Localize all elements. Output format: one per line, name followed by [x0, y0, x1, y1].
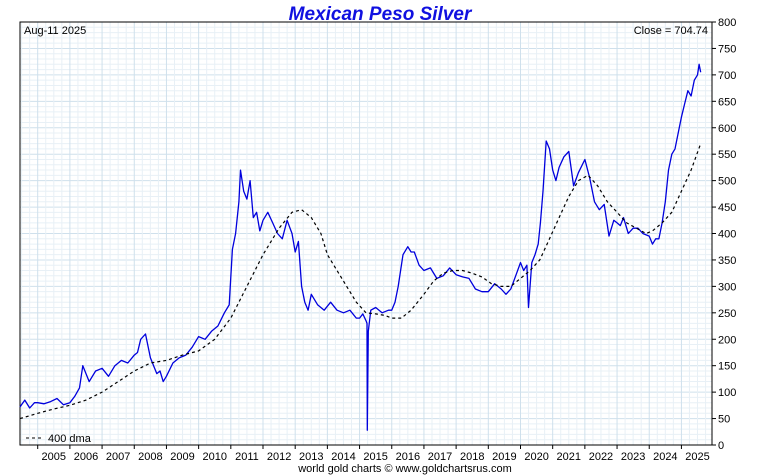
y-tick-label: 150 [718, 361, 736, 373]
y-tick-label: 500 [718, 176, 736, 188]
y-tick-label: 650 [718, 96, 736, 108]
y-tick-label: 200 [718, 334, 736, 346]
y-tick-label: 600 [718, 123, 736, 135]
y-tick-label: 750 [718, 43, 736, 55]
x-tick-label: 2018 [460, 451, 484, 463]
x-tick-label: 2023 [621, 451, 645, 463]
y-tick-label: 700 [718, 70, 736, 82]
legend-label-400dma: 400 dma [48, 433, 92, 445]
chart-title: Mexican Peso Silver [289, 4, 473, 25]
y-tick-label: 800 [718, 17, 736, 29]
y-axis: 0 50 100 150 200 250 300 350 400 450 500 550 600 650 7… [712, 17, 736, 452]
series-line-400dma [19, 143, 702, 420]
x-tick-label: 2016 [396, 451, 420, 463]
x-tick-label: 2009 [170, 451, 194, 463]
y-tick-label: 100 [718, 387, 736, 399]
y-tick-label: 400 [718, 229, 736, 241]
x-tick-label: 2007 [106, 451, 130, 463]
x-tick-label: 2010 [202, 451, 226, 463]
x-tick-label: 2012 [267, 451, 291, 463]
y-tick-label: 350 [718, 255, 736, 267]
x-tick-label: 2014 [331, 451, 355, 463]
y-tick-label: 0 [718, 440, 724, 452]
x-tick-label: 2006 [74, 451, 98, 463]
footer-credit: world gold charts © www.goldchartsrus.co… [297, 463, 512, 475]
x-tick-label: 2024 [653, 451, 677, 463]
chart-grid [20, 21, 712, 446]
x-tick-label: 2017 [428, 451, 452, 463]
legend: 400 dma [26, 433, 92, 445]
x-tick-label: 2005 [42, 451, 66, 463]
close-value-label: Close = 704.74 [634, 25, 708, 37]
x-tick-label: 2025 [685, 451, 709, 463]
date-label: Aug-11 2025 [24, 25, 86, 37]
y-tick-label: 50 [718, 414, 730, 426]
y-tick-label: 300 [718, 281, 736, 293]
x-tick-label: 2015 [363, 451, 387, 463]
series-line-price [19, 63, 702, 431]
x-tick-label: 2021 [557, 451, 581, 463]
x-axis: 2005 2006 2007 2008 2009 2010 2011 2012 2013 2014… [37, 445, 710, 463]
x-tick-label: 2011 [235, 451, 259, 463]
x-tick-label: 2008 [138, 451, 162, 463]
y-tick-label: 250 [718, 308, 736, 320]
x-tick-label: 2022 [589, 451, 613, 463]
y-tick-label: 550 [718, 149, 736, 161]
y-tick-label: 450 [718, 202, 736, 214]
x-tick-label: 2019 [492, 451, 516, 463]
x-tick-label: 2013 [299, 451, 323, 463]
series-lines [19, 63, 702, 431]
x-tick-label: 2020 [524, 451, 548, 463]
